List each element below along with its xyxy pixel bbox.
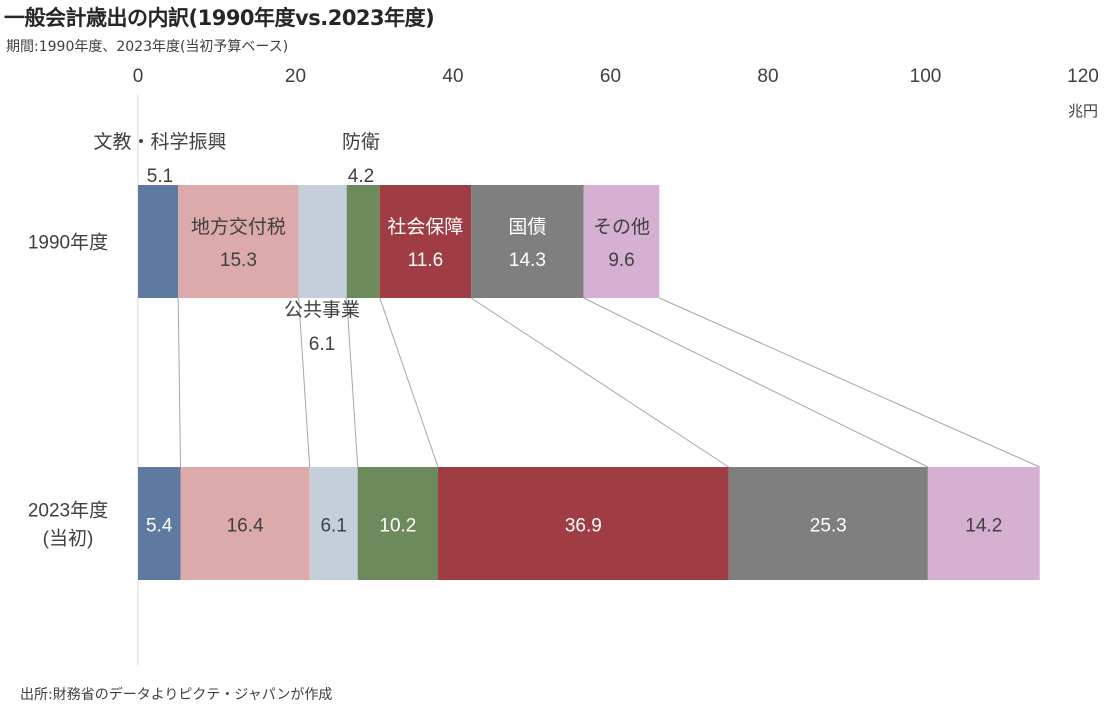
connector-line: [346, 297, 359, 468]
bar-segment: [178, 185, 299, 298]
data-label: 25.3: [810, 516, 847, 537]
series-name-label: 文教・科学振興: [93, 131, 226, 153]
bar-segment: [138, 467, 181, 580]
bar-segment: [927, 467, 1040, 580]
chart-source: 出所:財務省のデータよりピクテ・ジャパンが作成: [20, 687, 333, 703]
x-tick-label: 40: [442, 66, 463, 87]
connector-line: [470, 297, 729, 468]
category-label: (当初): [43, 528, 94, 550]
x-tick-label: 120: [1067, 66, 1099, 87]
series-name-label: 防衛: [342, 131, 380, 153]
connector-line: [177, 297, 182, 468]
x-tick-label: 20: [285, 66, 306, 87]
data-label: 5.4: [146, 516, 173, 537]
bar-segment: [471, 185, 584, 298]
bar-segment: [309, 467, 358, 580]
connector-line: [659, 297, 1040, 468]
x-tick-label: 100: [910, 66, 942, 87]
bar-segment: [298, 185, 347, 298]
data-label: 14.2: [965, 516, 1002, 537]
data-label: 14.3: [509, 250, 546, 271]
category-label: 2023年度: [28, 500, 108, 522]
series-name-label: その他: [593, 216, 650, 238]
data-label: 6.1: [320, 516, 346, 537]
data-label: 36.9: [565, 516, 602, 537]
connector-line: [298, 297, 311, 468]
bar-segment: [583, 185, 660, 298]
bar-segment: [357, 467, 439, 580]
data-label: 9.6: [608, 250, 634, 271]
data-label: 10.2: [379, 516, 416, 537]
series-name-label: 公共事業: [284, 299, 360, 321]
category-label: 1990年度: [28, 232, 108, 254]
bar-segment: [346, 185, 380, 298]
bar-segment: [180, 467, 310, 580]
connector-line: [583, 297, 929, 468]
x-tick-label: 0: [133, 66, 144, 87]
data-label: 16.4: [227, 516, 264, 537]
series-name-label: 国債: [508, 216, 546, 238]
data-label: 5.1: [147, 166, 173, 187]
data-label: 4.2: [348, 166, 374, 187]
bar-segment: [379, 185, 472, 298]
bar-segment: [438, 467, 729, 580]
series-name-label: 社会保障: [387, 216, 463, 238]
data-label: 15.3: [220, 250, 257, 271]
chart-subtitle: 期間:1990年度、2023年度(当初予算ベース): [6, 39, 289, 55]
x-tick-label: 80: [757, 66, 778, 87]
bar-segment: [138, 185, 179, 298]
chart-title: 一般会計歳出の内訳(1990年度vs.2023年度): [4, 6, 435, 30]
data-label: 6.1: [309, 334, 335, 355]
data-label: 11.6: [408, 250, 444, 271]
x-tick-label: 60: [600, 66, 621, 87]
bar-segment: [728, 467, 928, 580]
connector-line: [379, 297, 439, 468]
x-axis-unit: 兆円: [1068, 103, 1098, 120]
series-name-label: 地方交付税: [191, 216, 286, 238]
